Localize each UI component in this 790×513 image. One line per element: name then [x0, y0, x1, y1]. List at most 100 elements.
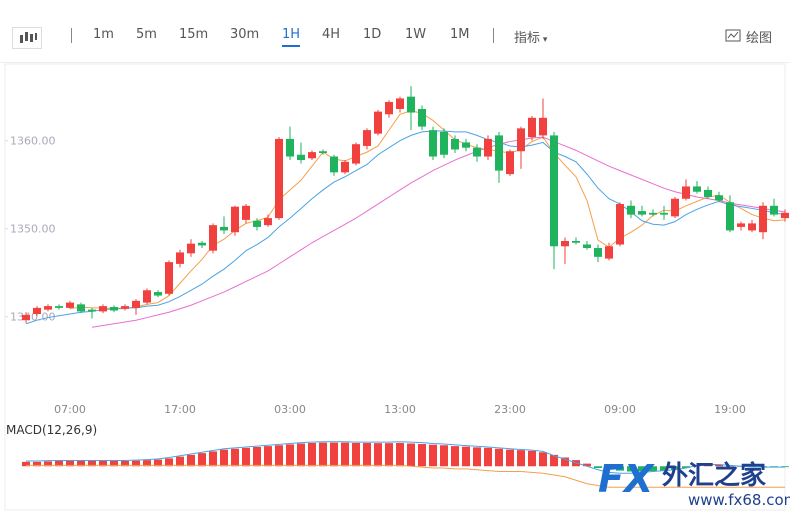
- candle-body: [385, 101, 393, 115]
- candle-body: [638, 211, 646, 215]
- candle-body: [44, 306, 52, 310]
- x-tick-label: 03:00: [274, 403, 306, 416]
- x-tick-label: 17:00: [164, 403, 196, 416]
- interval-button[interactable]: 1m: [93, 27, 114, 42]
- macd-bar: [550, 454, 558, 467]
- candle-body: [462, 142, 470, 148]
- candle-body: [748, 223, 756, 231]
- moving-average-line: [69, 110, 786, 310]
- candle-body: [605, 246, 613, 259]
- candle-body: [363, 130, 371, 146]
- x-tick-label: 09:00: [604, 403, 636, 416]
- macd-bar: [286, 444, 294, 467]
- interval-button[interactable]: 1D: [363, 27, 382, 42]
- macd-bar: [55, 461, 63, 467]
- candle-body: [33, 307, 41, 315]
- candle-body: [572, 241, 580, 243]
- macd-bar: [715, 464, 723, 467]
- macd-bar: [121, 461, 129, 467]
- macd-bar: [242, 447, 250, 467]
- macd-bar: [165, 458, 173, 467]
- candle-body: [154, 292, 162, 296]
- candle-body: [242, 205, 250, 220]
- macd-bar: [473, 447, 481, 467]
- candle-body: [583, 244, 591, 249]
- indicators-button[interactable]: 指标 ▾: [514, 31, 548, 46]
- candle-body: [649, 212, 657, 215]
- macd-bar: [275, 445, 283, 467]
- macd-bar: [187, 454, 195, 467]
- macd-bar: [66, 461, 74, 467]
- macd-bar: [352, 442, 360, 467]
- candle-body: [66, 302, 74, 308]
- candle-body: [418, 109, 426, 127]
- macd-bar: [418, 444, 426, 467]
- interval-button[interactable]: 15m: [179, 27, 209, 42]
- macd-bar: [341, 442, 349, 467]
- interval-button[interactable]: 30m: [230, 27, 260, 42]
- candle-body: [341, 161, 349, 173]
- candle-body: [616, 204, 624, 245]
- macd-bar: [561, 457, 569, 467]
- macd-bar: [462, 446, 470, 467]
- interval-button[interactable]: 1M: [450, 27, 470, 42]
- macd-bar: [594, 466, 602, 468]
- macd-bar: [231, 448, 239, 467]
- interval-button[interactable]: 4H: [322, 27, 341, 42]
- candle-body: [451, 138, 459, 150]
- macd-bar: [605, 466, 613, 470]
- macd-bar: [429, 444, 437, 467]
- candle-body: [352, 144, 360, 164]
- macd-bar: [198, 453, 206, 467]
- interval-button[interactable]: 1W: [405, 27, 427, 42]
- y-tick-label: 1360.00: [10, 135, 56, 148]
- moving-average-line: [91, 136, 786, 328]
- moving-average-line: [25, 130, 786, 325]
- candle-body: [495, 135, 503, 171]
- macd-bar: [374, 443, 382, 467]
- candle-body: [539, 117, 547, 136]
- macd-bar: [143, 460, 151, 467]
- macd-bar: [440, 445, 448, 467]
- interval-button[interactable]: 5m: [136, 27, 157, 42]
- candle-body: [77, 304, 85, 312]
- candle-body: [715, 195, 723, 201]
- macd-bar: [22, 461, 30, 467]
- candle-body: [253, 220, 261, 227]
- macd-title: MACD(12,26,9): [6, 423, 97, 437]
- macd-bar: [484, 447, 492, 467]
- draw-button[interactable]: 绘图: [746, 31, 773, 46]
- x-tick-label: 19:00: [714, 403, 746, 416]
- toolbar: 1m 5m 15m 30m 1H 4H 1D 1W 1M 指标 ▾ 绘图: [0, 0, 790, 63]
- candle-body: [396, 98, 404, 109]
- candle-body: [99, 306, 107, 312]
- candle-body: [308, 152, 316, 159]
- chart-type-button[interactable]: [12, 27, 42, 49]
- macd-bar: [451, 446, 459, 467]
- macd-bar: [154, 459, 162, 467]
- macd-bar: [539, 452, 547, 467]
- separator: [71, 28, 72, 43]
- candle-body: [209, 225, 217, 251]
- macd-bar: [682, 466, 690, 468]
- candle-body: [528, 117, 536, 138]
- macd-bar: [297, 443, 305, 467]
- macd-bar: [253, 447, 261, 467]
- candle-body: [297, 154, 305, 161]
- candle-body: [627, 205, 635, 215]
- dropdown-caret: ▾: [540, 35, 548, 45]
- watermark-url: www.fx68.com: [688, 491, 790, 509]
- macd-bar: [660, 466, 668, 471]
- macd-bar: [209, 451, 217, 467]
- macd-line: [26, 441, 785, 474]
- candle-body: [759, 205, 767, 233]
- interval-button[interactable]: 1H: [282, 27, 301, 47]
- macd-bar: [319, 442, 327, 467]
- candle-body: [220, 226, 228, 231]
- candle-body: [704, 189, 712, 197]
- macd-bar: [528, 450, 536, 467]
- macd-bar: [517, 450, 525, 467]
- candle-body: [737, 223, 745, 227]
- candle-body: [121, 306, 129, 309]
